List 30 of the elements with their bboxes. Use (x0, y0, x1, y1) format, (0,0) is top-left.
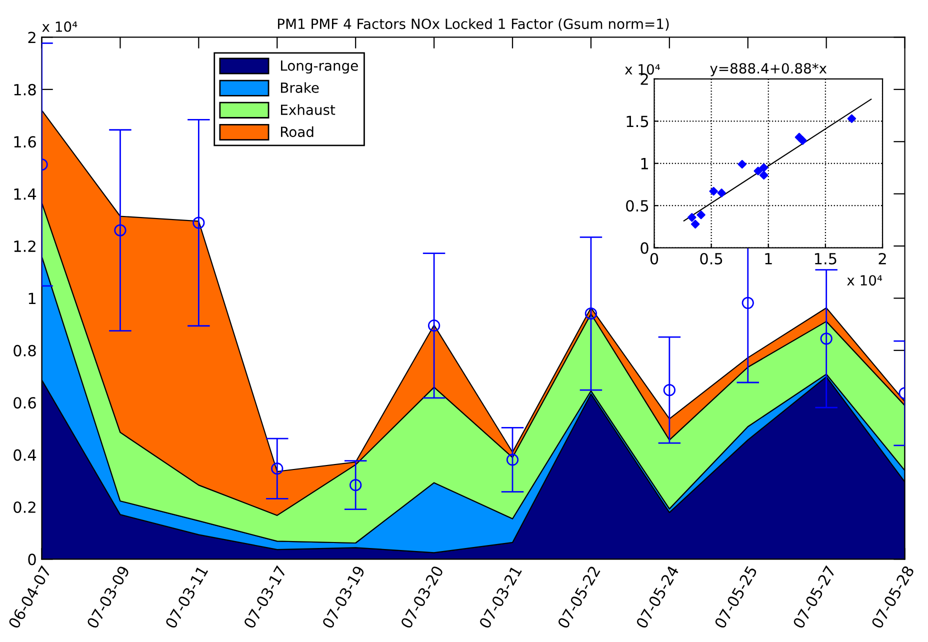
y-tick-label: 1.2 (14, 240, 36, 252)
y-tick-label: 0.5 (626, 200, 648, 212)
y-tick-label: 2 (28, 32, 36, 44)
annotation: x 10⁴ (847, 275, 882, 286)
legend-label: Exhaust (281, 104, 336, 116)
legend-label: Road (281, 126, 314, 138)
legend-label: Long-range (281, 60, 358, 74)
y-tick-label: 0.8 (14, 344, 36, 356)
y-tick-label: 0.4 (14, 449, 36, 461)
x-tick-label: 2 (878, 252, 886, 264)
y-tick-label: 1.5 (626, 116, 648, 128)
chart-title: y=888.4+0.88*x (710, 63, 827, 76)
x-tick-label: 0.5 (700, 252, 722, 264)
y-tick-label: 1 (641, 158, 648, 170)
annotation: x 10⁴ (624, 64, 660, 75)
chart-title: PM1 PMF 4 Factors NOx Locked 1 Factor (Gsum norm=1) (278, 18, 669, 31)
y-tick-label: 0.6 (14, 397, 36, 409)
y-tick-label: 1.8 (14, 84, 36, 96)
y-tick-label: 1 (28, 292, 36, 304)
y-tick-label: 1.6 (14, 136, 36, 148)
y-tick-label: 2 (640, 73, 648, 85)
legend-label: Brake (281, 82, 319, 93)
y-tick-label: 1.4 (14, 188, 36, 200)
y-tick-label: 0 (28, 554, 36, 566)
text: x 10⁴ (42, 21, 78, 32)
x-tick-label: 1.5 (814, 253, 836, 264)
y-tick-label: 0 (640, 242, 648, 254)
y-tick-label: 0.2 (14, 501, 36, 514)
x-tick-label: 0 (650, 252, 658, 264)
x-tick-label: 1 (765, 253, 772, 264)
